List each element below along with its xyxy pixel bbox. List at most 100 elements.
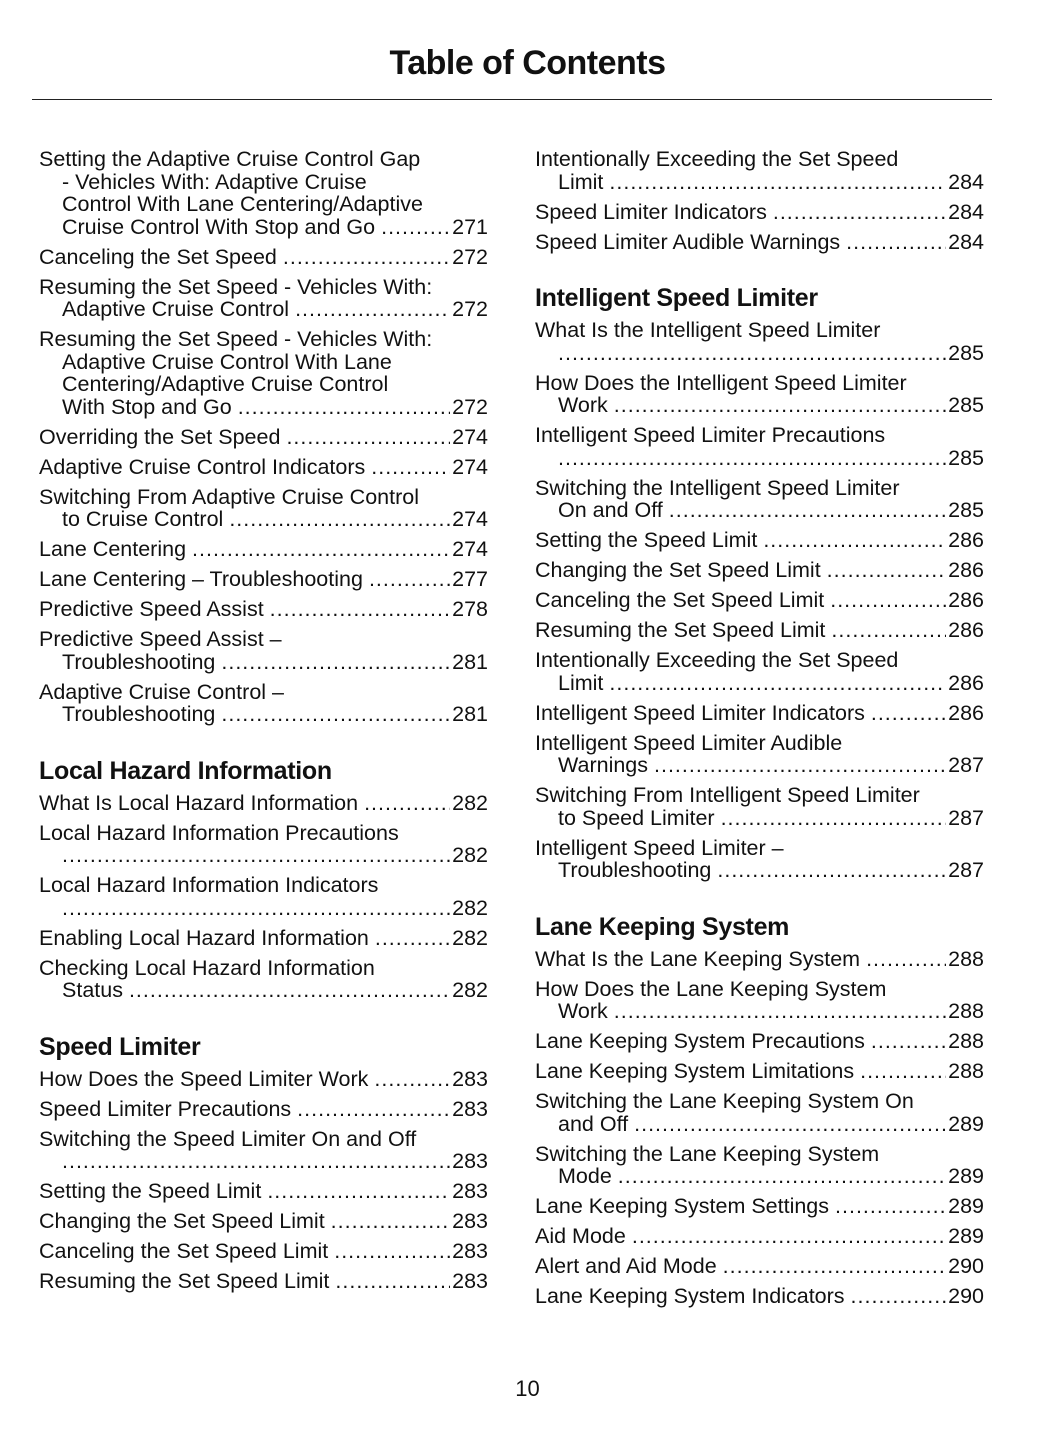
toc-entry[interactable]: Switching the Intelligent Speed Limiter O… [535,476,984,522]
entry-title: How Does the Speed Limiter Work [39,1066,369,1091]
dot-leader [654,754,946,777]
toc-entry[interactable]: Intelligent Speed Limiter – Troubleshooti… [535,835,984,882]
page-title: Table of Contents [389,44,666,82]
entry-title: Lane Keeping System Settings [535,1194,830,1218]
entry-line: Switching the Intelligent Speed Limiter [535,476,984,500]
toc-entry[interactable]: Speed Limiter Precautions 283 [39,1096,488,1121]
toc-entry[interactable]: Resuming the Set Speed - Vehicles With: A… [39,275,488,321]
toc-entry[interactable]: Local Hazard Information Indicators 282 [39,874,488,919]
toc-entry[interactable]: Resuming the Set Speed Limit 286 [535,619,984,642]
entry-page-number: 284 [948,229,984,254]
toc-entry[interactable]: How Does the Speed Limiter Work 283 [39,1066,488,1091]
toc-entry[interactable]: Adaptive Cruise Control Indicators 274 [39,455,488,479]
dot-leader [62,897,450,920]
toc-entry[interactable]: Overriding the Set Speed 274 [39,424,488,449]
toc-entry[interactable]: Lane Centering – Troubleshooting 277 [39,568,488,591]
entry-title: Canceling the Set Speed Limit [39,1239,329,1263]
entry-page-number: 286 [948,528,984,552]
entry-line: Lane Centering 274 [39,538,488,561]
toc-entry[interactable]: Intelligent Speed Limiter Indicators 286 [535,700,984,725]
toc-entry[interactable]: Intentionally Exceeding the Set Speed Lim… [535,649,984,694]
toc-entry[interactable]: Switching the Speed Limiter On and Off 28… [39,1127,488,1173]
dot-leader [295,298,450,321]
toc-entry[interactable]: Predictive Speed Assist 278 [39,598,488,621]
toc-entry[interactable]: Local Hazard Information Precautions 282 [39,821,488,867]
entry-page-number: 271 [452,214,488,239]
toc-entry[interactable]: What Is Local Hazard Information 282 [39,790,488,815]
dot-leader [297,1098,450,1121]
entry-line: Cruise Control With Stop and Go 271 [39,214,488,239]
dot-leader [609,672,946,695]
entry-page-number: 282 [452,790,488,815]
toc-entry[interactable]: Switching From Intelligent Speed Limiter… [535,784,984,829]
entry-line: Checking Local Hazard Information [39,956,488,980]
toc-entry[interactable]: How Does the Intelligent Speed Limiter Wo… [535,371,984,417]
entry-title: Intelligent Speed Limiter Indicators [535,700,865,725]
entry-line: Canceling the Set Speed Limit 286 [535,589,984,612]
toc-entry[interactable]: Switching the Lane Keeping System On and … [535,1090,984,1135]
toc-entry[interactable]: Lane Keeping System Limitations 288 [535,1060,984,1083]
toc-entry[interactable]: Speed Limiter Indicators 284 [535,200,984,224]
toc-entry[interactable]: Setting the Speed Limit 286 [535,529,984,552]
entry-title: Adaptive Cruise Control With Lane [62,349,392,374]
entry-title: Troubleshooting [558,858,712,882]
entry-line: Changing the Set Speed Limit 286 [535,559,984,582]
toc-entry[interactable]: Intelligent Speed Limiter Audible Warning… [535,731,984,777]
toc-entry[interactable]: Setting the Adaptive Cruise Control Gap -… [39,148,488,238]
toc-entry[interactable]: Lane Keeping System Precautions 288 [535,1030,984,1053]
toc-entry[interactable]: Canceling the Set Speed Limit 283 [39,1240,488,1263]
dot-leader [609,171,946,194]
toc-entry[interactable]: Enabling Local Hazard Information 282 [39,925,488,950]
entry-page-number: 287 [948,753,984,777]
entry-title: Troubleshooting [62,649,216,674]
entry-title: Switching From Adaptive Cruise Control [39,484,419,509]
entry-line: Enabling Local Hazard Information 282 [39,925,488,950]
toc-entry[interactable]: Predictive Speed Assist – Troubleshooting… [39,628,488,673]
entry-line: How Does the Intelligent Speed Limiter [535,371,984,395]
entry-line: Canceling the Set Speed 272 [39,245,488,269]
entry-page-number: 283 [452,1179,488,1203]
entry-line: Intentionally Exceeding the Set Speed [535,649,984,672]
toc-entry[interactable]: What Is the Lane Keeping System 288 [535,947,984,971]
toc-entry[interactable]: Changing the Set Speed Limit 286 [535,559,984,582]
entry-line: Lane Keeping System Limitations 288 [535,1060,984,1083]
toc-entry[interactable]: Changing the Set Speed Limit 283 [39,1210,488,1233]
toc-entry[interactable]: Setting the Speed Limit 283 [39,1180,488,1203]
toc-entry[interactable]: Lane Centering 274 [39,538,488,561]
toc-entry[interactable]: Canceling the Set Speed 272 [39,245,488,269]
toc-entry[interactable]: Resuming the Set Speed - Vehicles With: A… [39,328,488,418]
toc-entry[interactable]: Lane Keeping System Settings 289 [535,1195,984,1218]
toc-entry[interactable]: Intelligent Speed Limiter Precautions 285 [535,424,984,469]
toc-entry[interactable]: Lane Keeping System Indicators 290 [535,1285,984,1308]
toc-entry[interactable]: Aid Mode 289 [535,1225,984,1248]
entry-title: Speed Limiter Precautions [39,1096,292,1121]
toc-entry[interactable]: Speed Limiter Audible Warnings 284 [535,229,984,254]
toc-entry[interactable]: Adaptive Cruise Control – Troubleshooting… [39,680,488,726]
entry-page-number: 277 [452,567,488,591]
toc-entry[interactable]: Resuming the Set Speed Limit 283 [39,1270,488,1293]
entry-page-number: 274 [452,424,488,449]
entry-line: Troubleshooting 281 [39,649,488,674]
toc-entry[interactable]: Alert and Aid Mode 290 [535,1255,984,1278]
entry-title: Enabling Local Hazard Information [39,925,369,950]
entry-page-number: 285 [948,445,984,470]
entry-page-number: 285 [948,340,984,365]
toc-entry[interactable]: Intentionally Exceeding the Set Speed Lim… [535,148,984,193]
entry-line: Status 282 [39,979,488,1002]
entry-line: Control With Lane Centering/Adaptive [39,193,488,216]
dot-leader [270,598,450,621]
entry-line: Speed Limiter Precautions 283 [39,1096,488,1121]
dot-leader [827,559,946,582]
entry-page-number: 283 [452,1149,488,1173]
entry-page-number: 289 [948,1111,984,1136]
entry-title: Local Hazard Information Indicators [39,873,379,897]
entry-title: Intelligent Speed Limiter – [535,835,784,860]
toc-entry[interactable]: What Is the Intelligent Speed Limiter 285 [535,319,984,364]
toc-entry[interactable]: Canceling the Set Speed Limit 286 [535,589,984,612]
entry-title: Intentionally Exceeding the Set Speed [535,648,899,672]
toc-entry[interactable]: Switching From Adaptive Cruise Control to… [39,484,488,531]
entry-page-number: 281 [452,702,488,726]
